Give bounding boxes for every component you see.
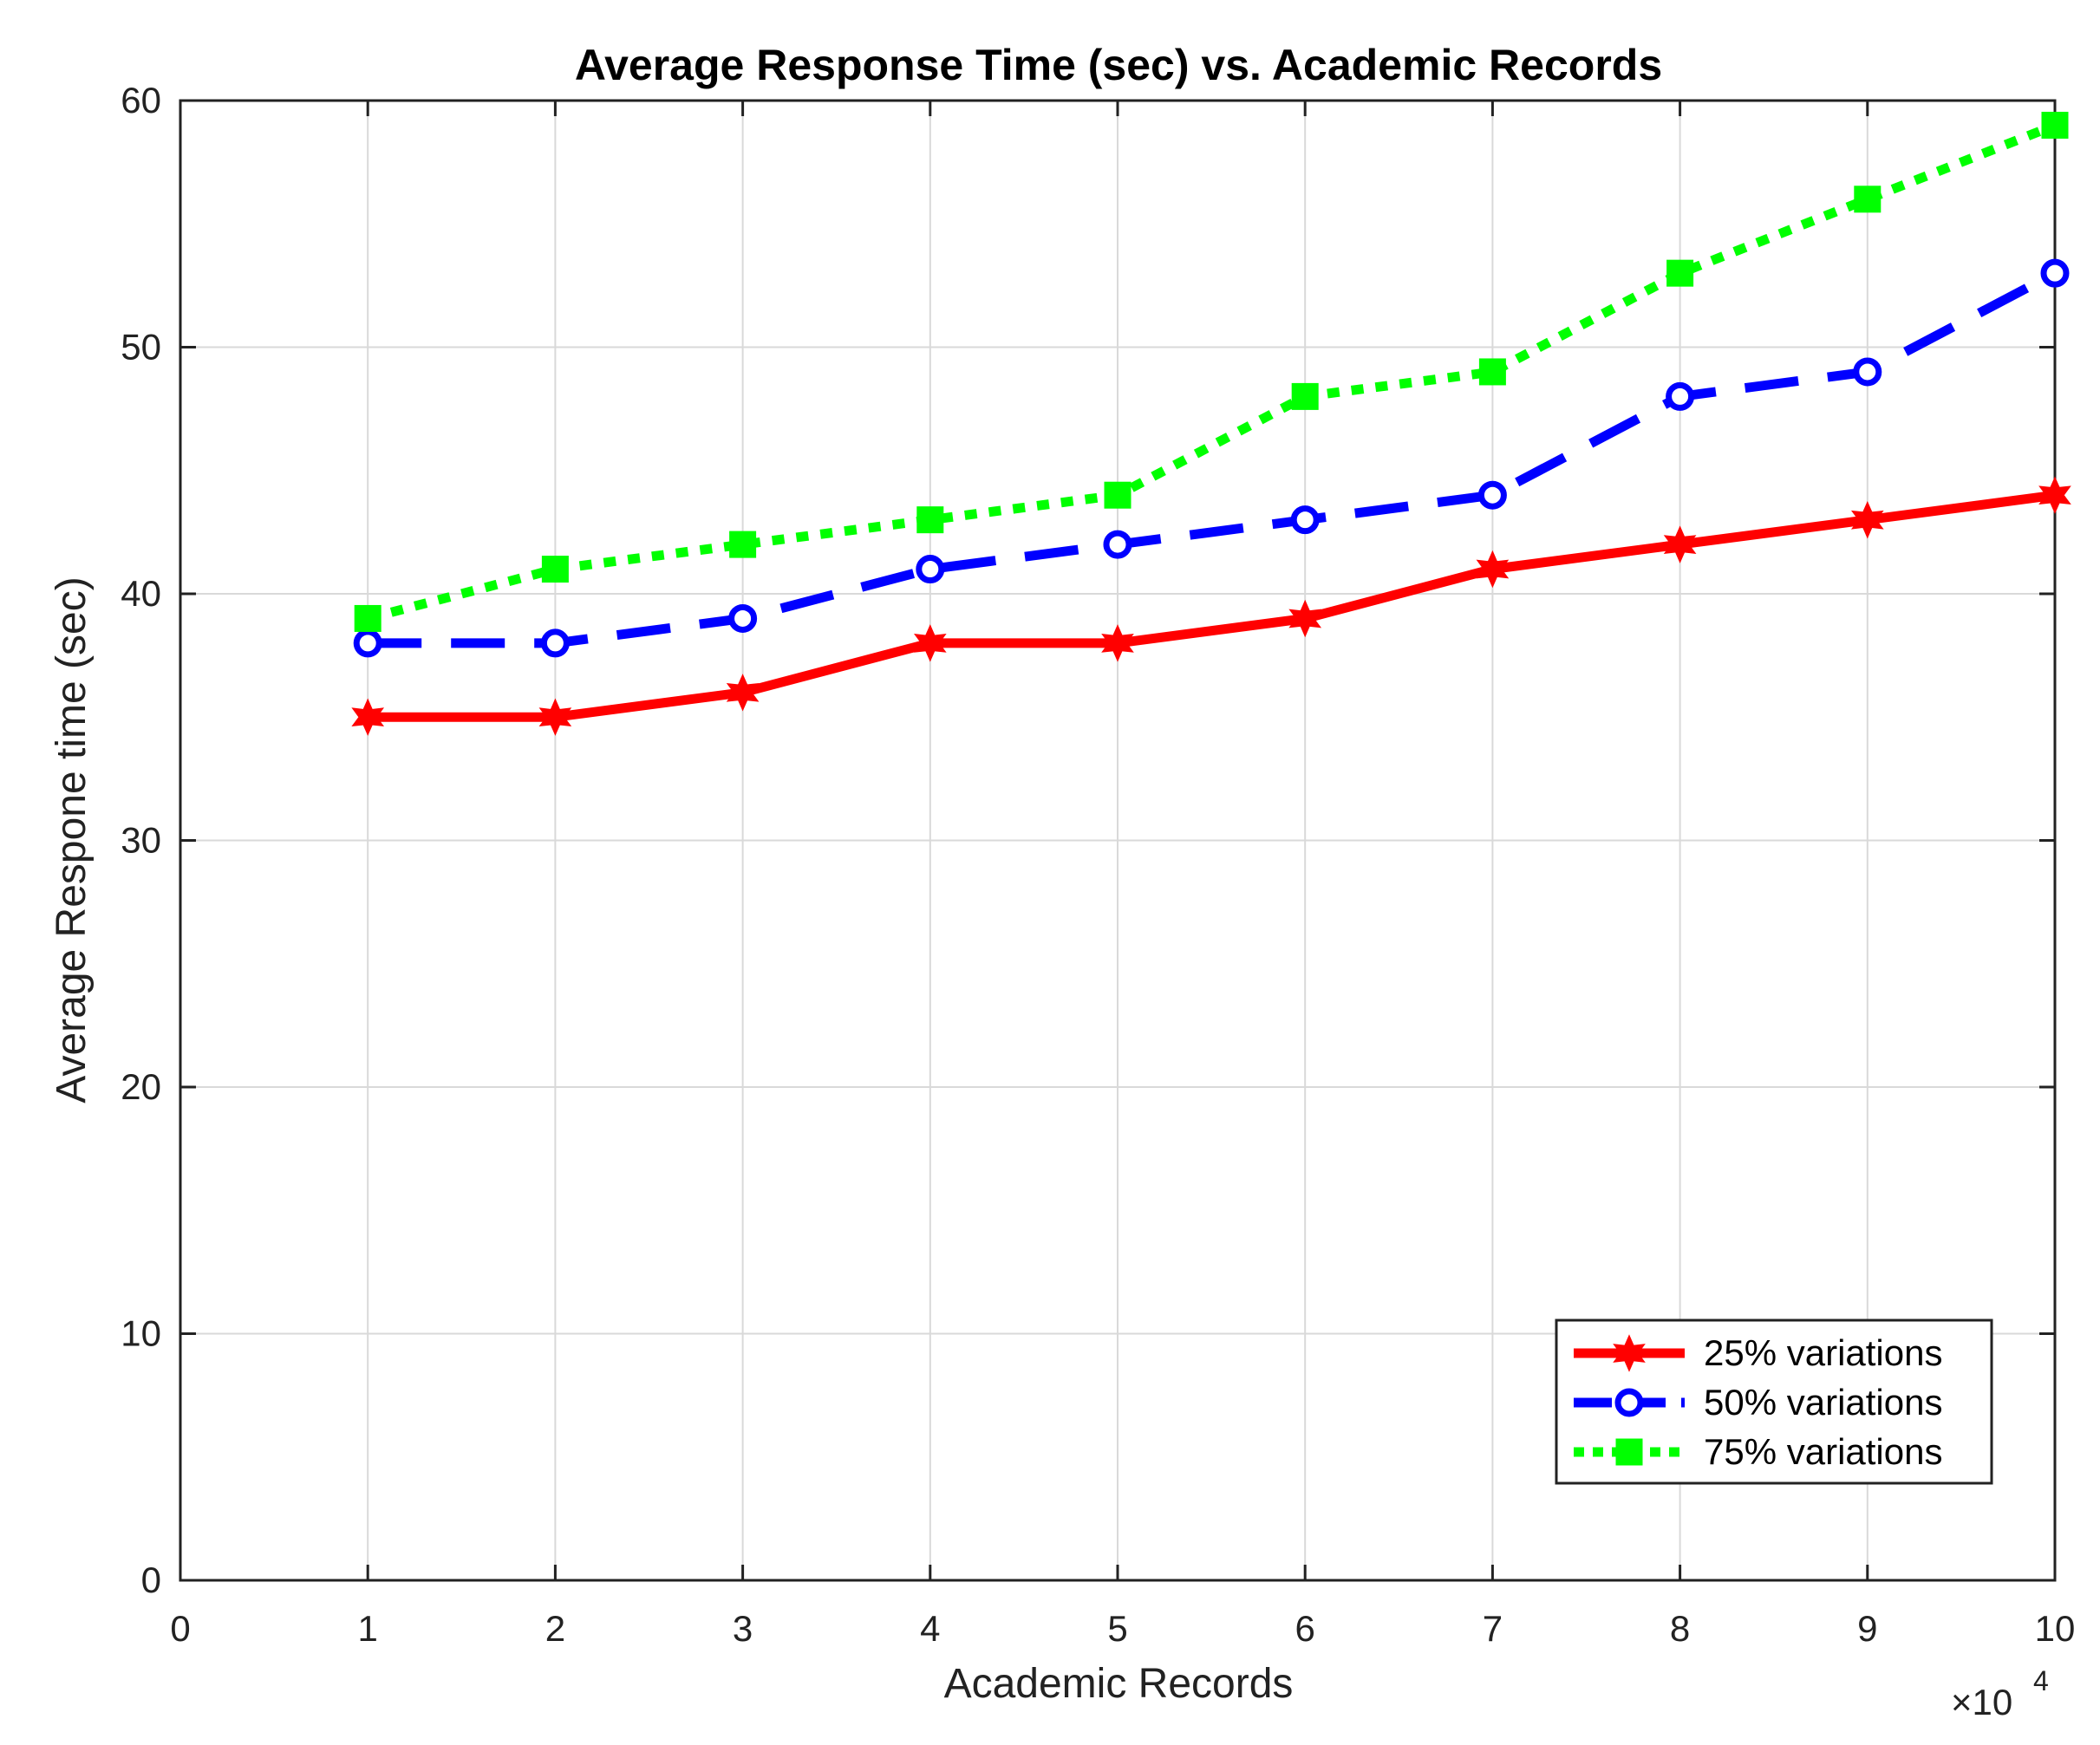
data-point-s2-8	[1666, 381, 1695, 411]
series-markers	[351, 111, 2071, 736]
data-point-s3-1	[354, 604, 382, 632]
x-tick-label-9: 9	[1857, 1608, 1877, 1649]
data-point-s2-3	[728, 603, 758, 633]
legend-label-3: 75% variations	[1704, 1431, 1942, 1472]
data-point-s2-9	[1853, 357, 1882, 387]
legend-marker-1	[1613, 1334, 1646, 1372]
y-tick-label-60: 60	[121, 80, 161, 120]
series-line-1	[368, 490, 2056, 722]
data-point-s3-5	[1104, 481, 1132, 509]
data-point-s1-7	[1476, 550, 1510, 589]
x-axis-ticks: 0 1 2 3 4 5 6 7 8 9 10	[170, 101, 2075, 1649]
x-tick-label-2: 2	[545, 1608, 565, 1649]
x-tick-label-7: 7	[1483, 1608, 1503, 1649]
data-point-s1-5	[1101, 624, 1134, 662]
data-point-s3-7	[1478, 358, 1506, 386]
data-point-s2-7	[1477, 480, 1507, 510]
data-point-s2-5	[1103, 530, 1132, 559]
x-multiplier-base: ×10	[1951, 1682, 2012, 1722]
y-axis-ticks: 0 10 20 30 40 50 60	[121, 80, 2055, 1600]
y-tick-label-10: 10	[121, 1313, 161, 1354]
data-point-s3-9	[1854, 186, 1882, 213]
legend: 25% variations 50% variations 75% variatio…	[1555, 1319, 1993, 1485]
data-point-s2-10	[2040, 258, 2070, 288]
data-point-s3-3	[729, 531, 757, 558]
data-point-s2-6	[1290, 505, 1320, 535]
data-point-s1-9	[1850, 500, 1884, 539]
legend-label-2: 50% variations	[1704, 1382, 1942, 1423]
y-tick-label-40: 40	[121, 573, 161, 614]
legend-label-1: 25% variations	[1704, 1332, 1942, 1373]
data-point-s3-8	[1666, 259, 1694, 287]
x-tick-label-3: 3	[733, 1608, 753, 1649]
data-point-s3-4	[916, 506, 944, 534]
data-point-s2-2	[540, 628, 570, 658]
x-tick-label-5: 5	[1107, 1608, 1127, 1649]
y-tick-label-20: 20	[121, 1066, 161, 1107]
x-tick-label-10: 10	[2035, 1608, 2076, 1649]
x-tick-label-4: 4	[920, 1608, 940, 1649]
data-point-s1-10	[2038, 476, 2071, 514]
data-point-s1-6	[1288, 599, 1322, 638]
chart-title: Average Response Time (sec) vs. Academic…	[575, 41, 1662, 89]
x-tick-label-1: 1	[358, 1608, 378, 1649]
x-axis-label: Academic Records	[944, 1661, 1294, 1707]
x-tick-label-8: 8	[1670, 1608, 1690, 1649]
data-point-s3-2	[541, 556, 569, 583]
legend-marker-3	[1615, 1438, 1643, 1466]
data-point-s1-2	[538, 698, 572, 736]
data-point-s1-8	[1663, 525, 1697, 563]
y-tick-label-50: 50	[121, 327, 161, 368]
x-multiplier: ×10 4	[1951, 1665, 2049, 1722]
data-point-s1-3	[726, 674, 760, 712]
y-tick-label-0: 0	[141, 1559, 161, 1600]
data-point-s2-4	[916, 555, 945, 584]
y-axis-label: Average Respone time (sec)	[49, 576, 95, 1103]
series-lines	[366, 120, 2058, 722]
data-point-s3-6	[1291, 382, 1319, 410]
series-line-2	[368, 269, 2058, 648]
legend-marker-2	[1614, 1388, 1644, 1417]
x-tick-label-0: 0	[170, 1608, 190, 1649]
data-point-s3-10	[2041, 111, 2069, 139]
data-point-s2-1	[353, 628, 382, 658]
data-point-s1-4	[913, 624, 947, 662]
x-multiplier-exponent: 4	[2033, 1665, 2049, 1696]
y-tick-label-30: 30	[121, 820, 161, 861]
data-point-s1-1	[351, 698, 385, 736]
x-tick-label-6: 6	[1295, 1608, 1315, 1649]
